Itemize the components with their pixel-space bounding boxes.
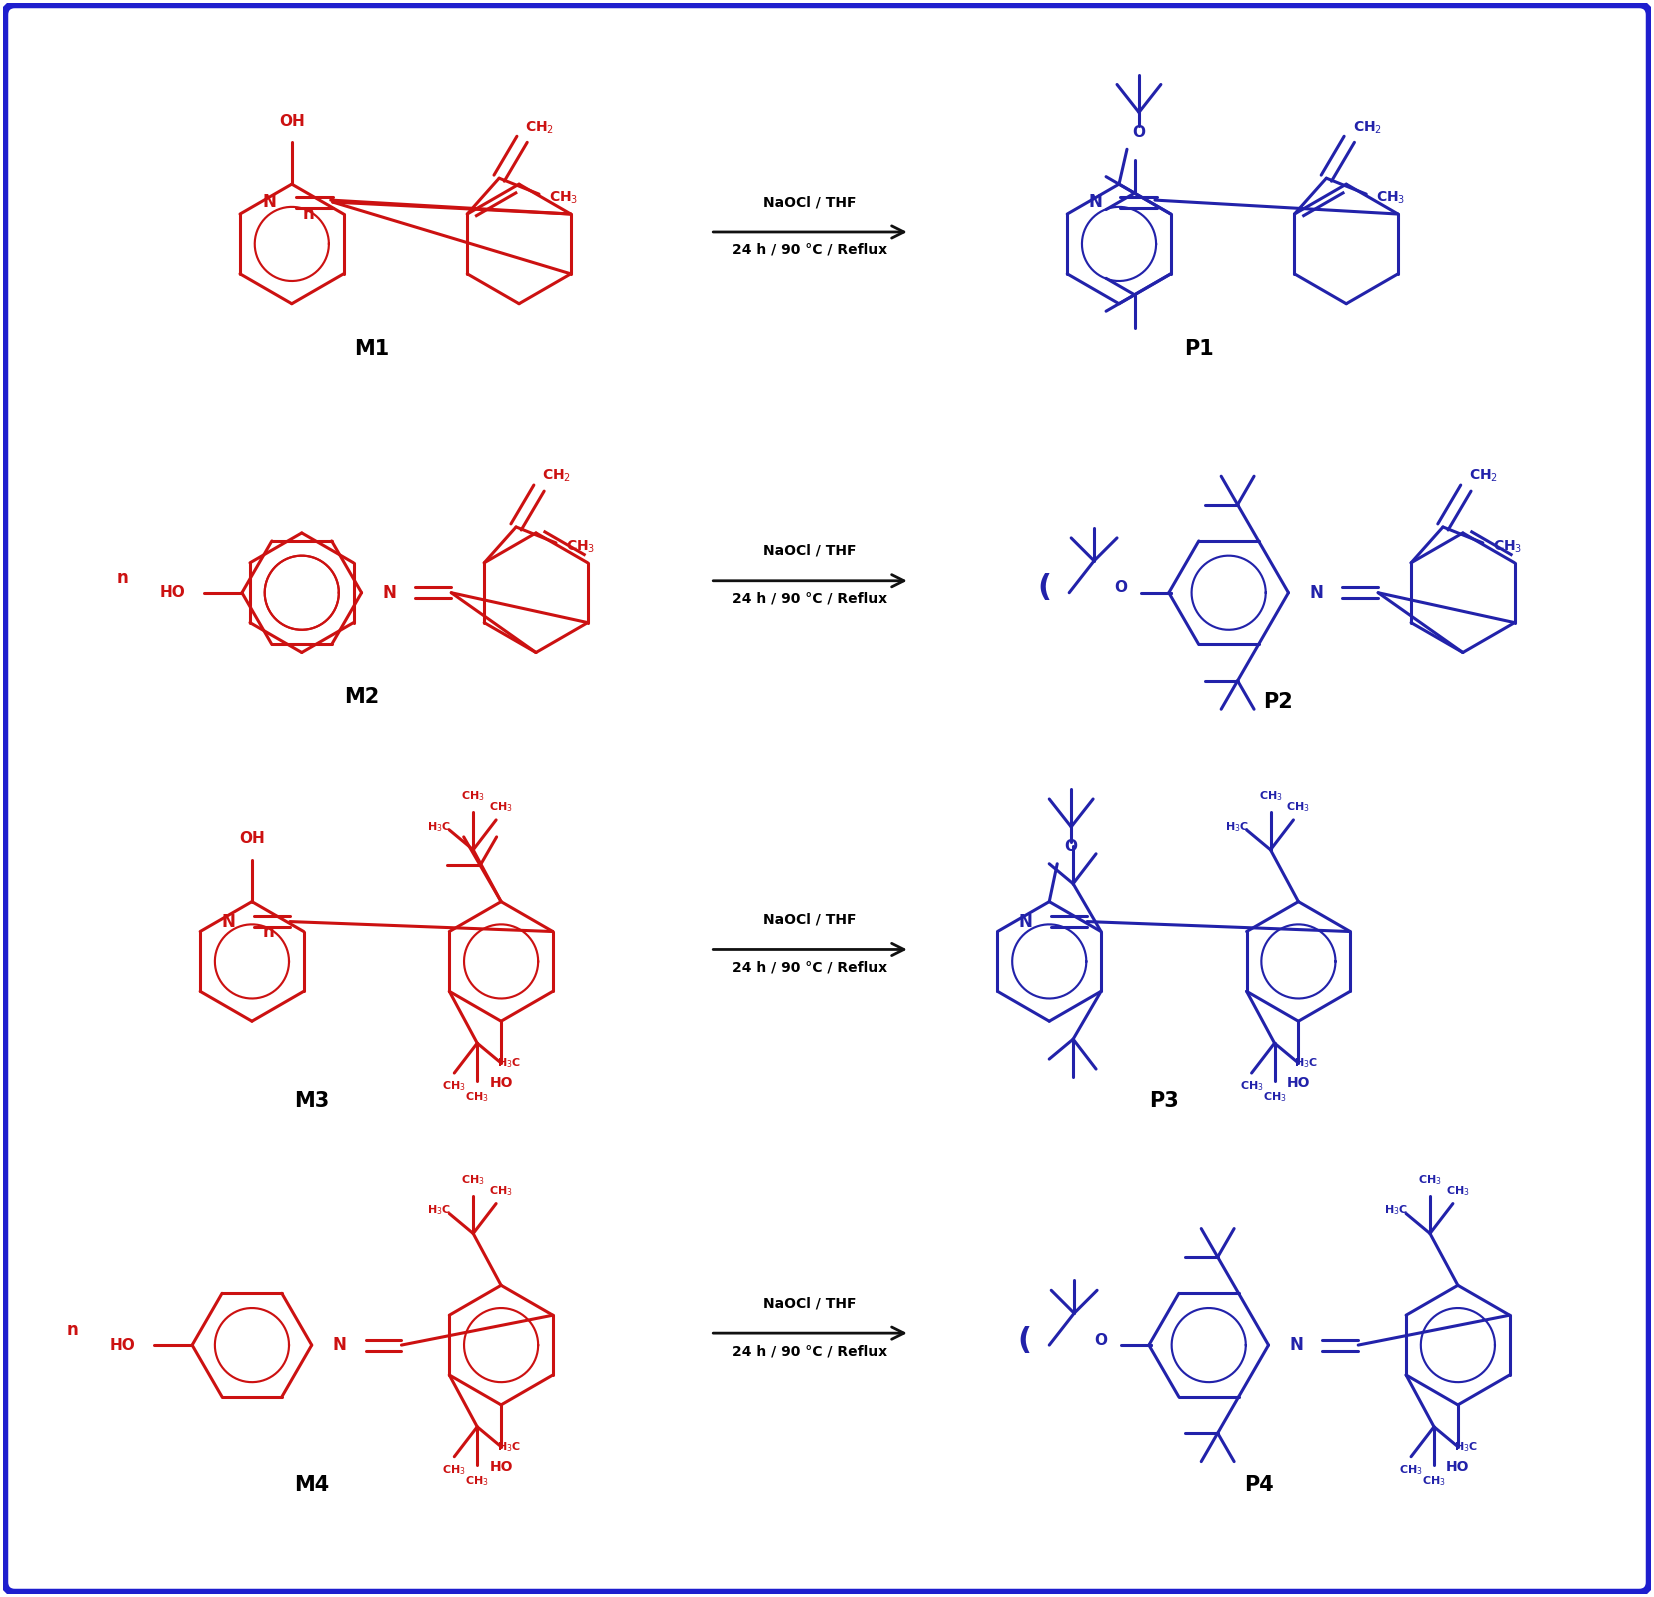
- Text: M2: M2: [344, 687, 379, 707]
- Text: M4: M4: [294, 1474, 329, 1495]
- Text: CH$_2$: CH$_2$: [1469, 468, 1499, 484]
- Text: 24 h / 90 °C / Reflux: 24 h / 90 °C / Reflux: [733, 592, 888, 605]
- Text: P2: P2: [1264, 693, 1293, 712]
- Text: NaOCl / THF: NaOCl / THF: [762, 545, 857, 557]
- Text: CH$_3$: CH$_3$: [549, 190, 579, 206]
- Text: HO: HO: [490, 1460, 513, 1474]
- FancyBboxPatch shape: [5, 5, 1649, 1592]
- Text: H$_3$C: H$_3$C: [498, 1056, 521, 1070]
- Text: N: N: [382, 585, 397, 602]
- Text: O: O: [1115, 580, 1128, 596]
- Text: n: n: [263, 923, 275, 941]
- Text: N: N: [1088, 193, 1102, 211]
- Text: P3: P3: [1150, 1091, 1179, 1112]
- Text: H$_3$C: H$_3$C: [1384, 1204, 1408, 1217]
- Text: n: n: [66, 1321, 78, 1340]
- Text: CH$_3$: CH$_3$: [1287, 800, 1310, 814]
- Text: (: (: [1017, 1326, 1032, 1354]
- Text: P1: P1: [1184, 339, 1214, 359]
- Text: CH$_3$: CH$_3$: [490, 800, 513, 814]
- Text: HO: HO: [159, 585, 185, 600]
- Text: n: n: [116, 569, 129, 586]
- Text: CH$_3$: CH$_3$: [1262, 1091, 1287, 1104]
- Text: P4: P4: [1244, 1474, 1274, 1495]
- Text: H$_3$C: H$_3$C: [427, 1204, 452, 1217]
- Text: N: N: [1290, 1337, 1303, 1354]
- Text: H$_3$C: H$_3$C: [427, 819, 452, 834]
- Text: OH: OH: [240, 832, 265, 846]
- Text: N: N: [1019, 912, 1032, 931]
- Text: 24 h / 90 °C / Reflux: 24 h / 90 °C / Reflux: [733, 960, 888, 974]
- Text: CH$_3$: CH$_3$: [1446, 1183, 1470, 1198]
- Text: HO: HO: [490, 1076, 513, 1091]
- Text: CH$_3$: CH$_3$: [461, 1172, 485, 1187]
- Text: CH$_2$: CH$_2$: [526, 120, 554, 136]
- Text: HO: HO: [109, 1338, 136, 1353]
- Text: OH: OH: [280, 113, 304, 129]
- Text: N: N: [332, 1337, 347, 1354]
- Text: N: N: [222, 912, 235, 931]
- Text: N: N: [263, 193, 276, 211]
- Text: 24 h / 90 °C / Reflux: 24 h / 90 °C / Reflux: [733, 243, 888, 257]
- Text: CH$_3$: CH$_3$: [490, 1183, 513, 1198]
- Text: H$_3$C: H$_3$C: [1454, 1440, 1479, 1453]
- Text: CH$_3$: CH$_3$: [1417, 1172, 1442, 1187]
- Text: CH$_3$: CH$_3$: [1494, 538, 1522, 556]
- Text: H$_3$C: H$_3$C: [498, 1440, 521, 1453]
- Text: 24 h / 90 °C / Reflux: 24 h / 90 °C / Reflux: [733, 1345, 888, 1357]
- Text: NaOCl / THF: NaOCl / THF: [762, 195, 857, 209]
- Text: HO: HO: [1446, 1460, 1470, 1474]
- Text: n: n: [303, 204, 314, 224]
- Text: CH$_3$: CH$_3$: [465, 1091, 490, 1104]
- Text: CH$_3$: CH$_3$: [461, 789, 485, 803]
- Text: CH$_3$: CH$_3$: [1376, 190, 1406, 206]
- Text: CH$_3$: CH$_3$: [1422, 1474, 1446, 1487]
- Text: CH$_3$: CH$_3$: [442, 1080, 466, 1092]
- Text: M1: M1: [354, 339, 389, 359]
- Text: CH$_3$: CH$_3$: [566, 538, 595, 556]
- Text: CH$_3$: CH$_3$: [1259, 789, 1282, 803]
- Text: CH$_2$: CH$_2$: [543, 468, 572, 484]
- Text: O: O: [1095, 1332, 1108, 1348]
- Text: CH$_2$: CH$_2$: [1353, 120, 1381, 136]
- Text: O: O: [1133, 125, 1146, 141]
- Text: CH$_3$: CH$_3$: [1240, 1080, 1264, 1092]
- Text: (: (: [1037, 573, 1052, 602]
- Text: CH$_3$: CH$_3$: [465, 1474, 490, 1487]
- Text: NaOCl / THF: NaOCl / THF: [762, 912, 857, 926]
- Text: M3: M3: [294, 1091, 329, 1112]
- Text: N: N: [1310, 585, 1323, 602]
- Text: O: O: [1065, 840, 1078, 854]
- Text: HO: HO: [1287, 1076, 1310, 1091]
- Text: CH$_3$: CH$_3$: [442, 1463, 466, 1477]
- Text: H$_3$C: H$_3$C: [1295, 1056, 1318, 1070]
- Text: NaOCl / THF: NaOCl / THF: [762, 1297, 857, 1310]
- Text: H$_3$C: H$_3$C: [1224, 819, 1249, 834]
- Text: CH$_3$: CH$_3$: [1399, 1463, 1422, 1477]
